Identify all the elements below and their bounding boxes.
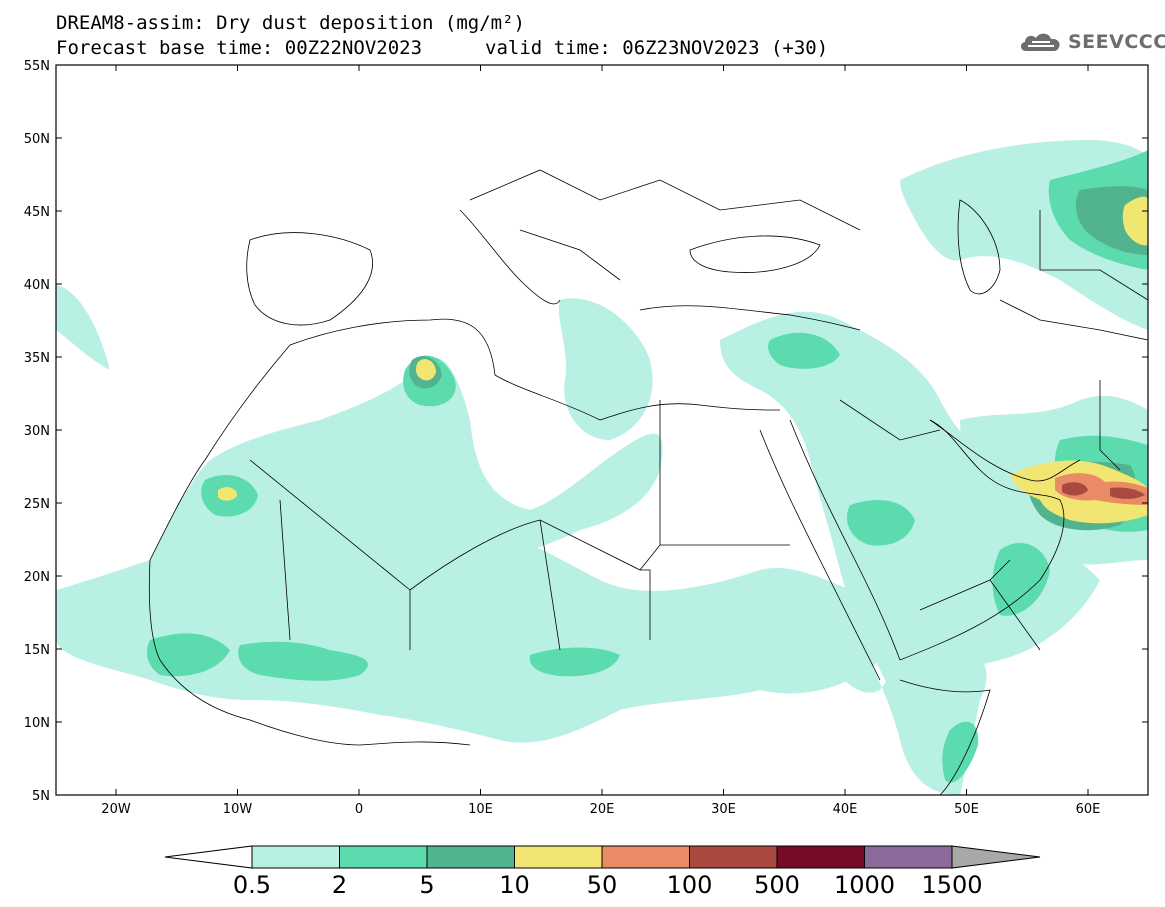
north-africa-coast (149, 318, 781, 561)
coastlines-borders (148, 169, 1148, 795)
central-asia-borders (999, 210, 1148, 341)
lat-label: 40N (24, 278, 50, 293)
lon-label: 10W (223, 802, 253, 817)
levant-core (768, 332, 840, 369)
colorbar-segment (776, 845, 865, 869)
west-africa-coast (148, 559, 471, 746)
forecast-base-time: Forecast base time: 00Z22NOV2023 (56, 37, 423, 59)
lon-label: 40E (833, 802, 858, 817)
somalia-core (942, 721, 979, 783)
caspian-sea (957, 199, 1001, 295)
lon-label: 0 (355, 802, 363, 817)
colorbar-label: 10 (499, 871, 530, 899)
lat-label: 5N (32, 789, 50, 804)
sahel-west-core (147, 633, 230, 677)
persian-gulf (929, 419, 1081, 482)
colorbar-segment (514, 845, 603, 869)
arabia-borders (839, 399, 1041, 651)
sahel-mid-core (238, 641, 369, 681)
lon-label: 60E (1076, 802, 1101, 817)
colorbar-segment (251, 845, 340, 869)
lat-label: 20N (24, 570, 50, 585)
iberia-coast (246, 232, 373, 326)
iran-red-1 (1062, 482, 1088, 496)
lat-label: 30N (24, 424, 50, 439)
lat-label: 50N (24, 132, 50, 147)
seevccc-logo: SEEVCCC (1018, 28, 1165, 56)
colorbar-label: 500 (754, 871, 800, 899)
oman-core (992, 542, 1050, 616)
lat-label: 55N (24, 59, 50, 74)
logo-text: SEEVCCC (1068, 31, 1165, 53)
arabia-coast (899, 419, 1065, 661)
algeria-peak (415, 359, 436, 381)
colorbar-label: 0.5 (233, 871, 271, 899)
colorbar-label: 50 (587, 871, 618, 899)
lon-label: 20E (590, 802, 615, 817)
western-sahara-plume (150, 358, 663, 598)
arabia-core (846, 500, 915, 546)
lon-label: 50E (954, 802, 979, 817)
latitude-axis: 55N 50N 45N 40N 35N 30N 25N 20N 15N 10N 5N (24, 59, 1148, 804)
longitude-axis: 20W 10W 0 10E 20E 30E 40E 50E 60E (101, 65, 1100, 817)
mediterranean-plume (558, 298, 653, 440)
lon-label: 20W (101, 802, 131, 817)
contour-level-6 (1062, 482, 1145, 499)
colorbar-segment (601, 845, 690, 869)
lat-label: 15N (24, 643, 50, 658)
valid-time: valid time: 06Z23NOV2023 (+30) (485, 37, 829, 59)
sahara-borders (249, 400, 790, 651)
east-africa (780, 575, 987, 795)
lat-label: 35N (24, 351, 50, 366)
mauritania-peak (218, 487, 238, 501)
europe-borders (469, 169, 861, 281)
horn-africa (899, 679, 991, 795)
colorbar-segment (339, 845, 428, 869)
colorbar: 0.5 2 5 10 50 100 500 1000 1500 (164, 845, 1041, 899)
caspian-peak (1122, 196, 1148, 246)
red-sea-east (789, 419, 901, 661)
italy (459, 209, 561, 305)
turkey-coast (639, 305, 861, 331)
map-title: DREAM8-assim: Dry dust deposition (mg/m²… (56, 12, 525, 34)
lat-label: 10N (24, 716, 50, 731)
atlantic-patch (56, 285, 110, 370)
colorbar-upper-arrow (951, 845, 1041, 869)
lat-label: 25N (24, 497, 50, 512)
lat-label: 45N (24, 205, 50, 220)
colorbar-label: 1500 (921, 871, 982, 899)
lon-label: 10E (468, 802, 493, 817)
colorbar-segment (426, 845, 515, 869)
deposition-field (56, 140, 1148, 795)
red-sea-west (759, 429, 881, 681)
colorbar-lower-arrow (164, 845, 253, 869)
colorbar-label: 2 (332, 871, 347, 899)
colorbar-label: 5 (419, 871, 434, 899)
black-sea (689, 235, 821, 273)
cloud-logo-icon (1020, 33, 1060, 51)
lon-label: 30E (711, 802, 736, 817)
contour-level-1 (56, 140, 1148, 795)
colorbar-segment (689, 845, 778, 869)
chad-core (529, 647, 620, 677)
pakistan-border (1099, 380, 1121, 471)
colorbar-segment (864, 845, 953, 869)
colorbar-label: 100 (667, 871, 713, 899)
colorbar-label: 1000 (834, 871, 895, 899)
iran-red-2 (1110, 487, 1145, 499)
